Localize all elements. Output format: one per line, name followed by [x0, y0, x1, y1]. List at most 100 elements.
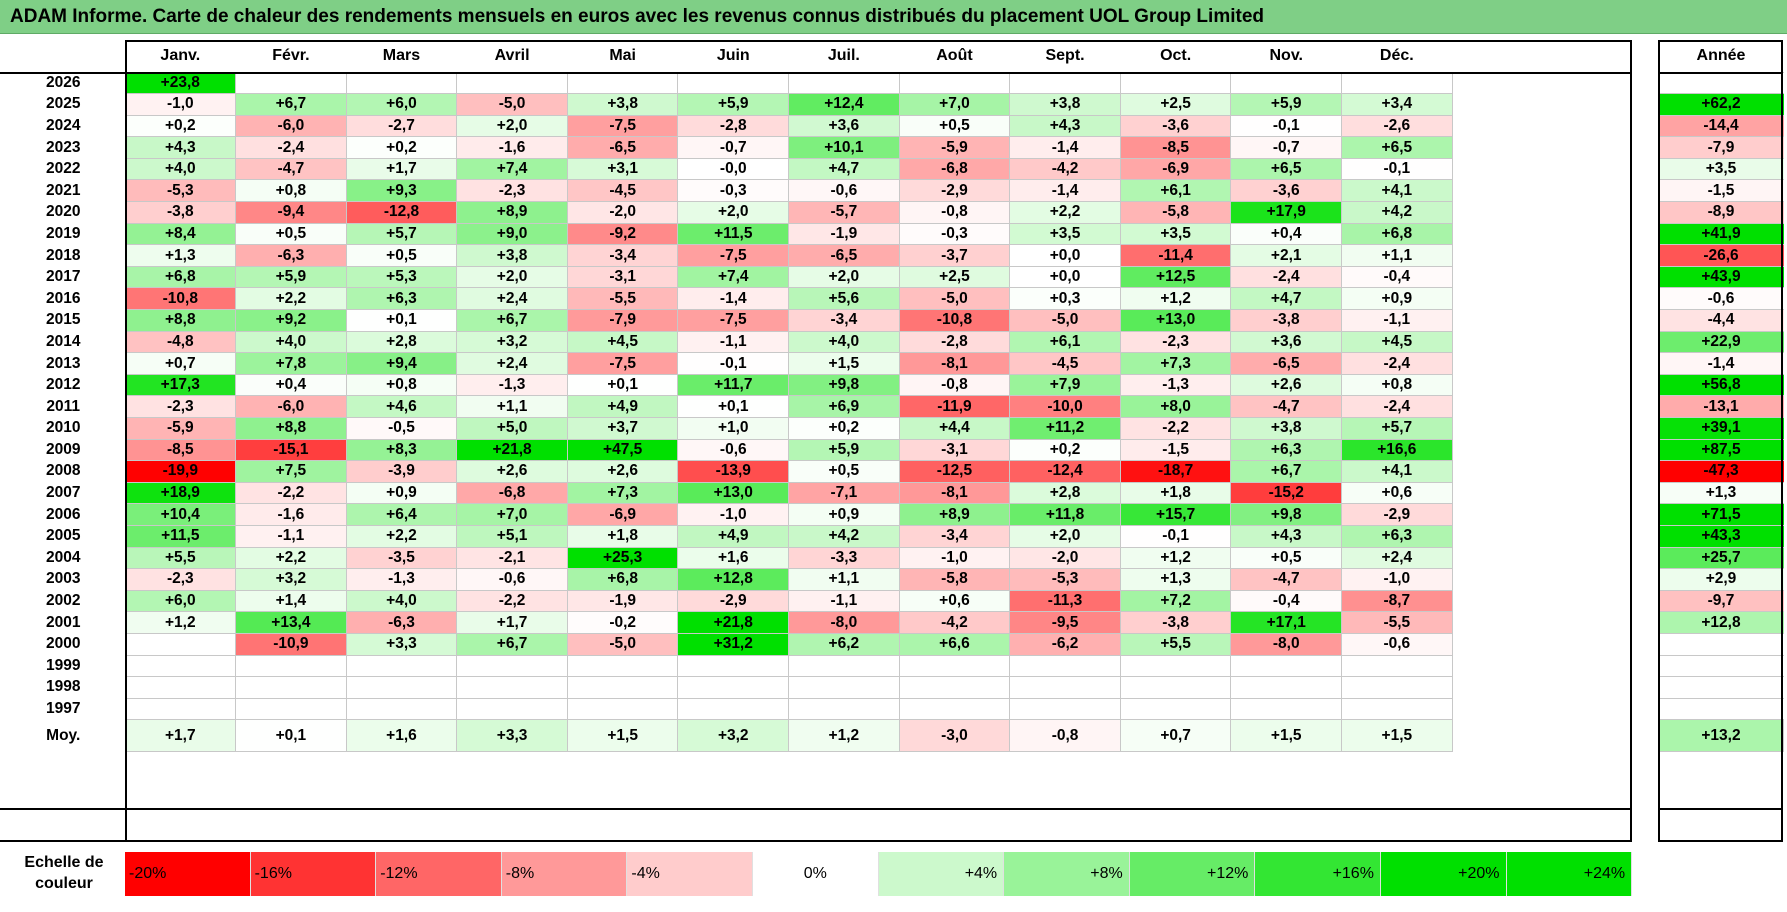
- heatmap-cell: [1341, 697, 1453, 721]
- heatmap-cell: +23,8: [124, 71, 237, 95]
- heatmap-cell: -9,2: [566, 222, 679, 246]
- heatmap-cell: +12,4: [788, 93, 900, 116]
- year-row: 2006 +10,4 -1,6 +6,4 +7,0 -6,9 -1,0 +0,9 +8,9 +11…: [2, 503, 1453, 526]
- year-label: 2000: [46, 635, 81, 653]
- annual-row: +22,9: [1658, 330, 1784, 354]
- scale-swatch: -8%: [501, 852, 628, 896]
- annual-row: +62,2: [1658, 93, 1784, 116]
- heatmap-cell: +6,8: [1341, 222, 1453, 246]
- heatmap-cell: -8,1: [898, 352, 1011, 375]
- heatmap-cell: -0,6: [456, 568, 568, 591]
- heatmap-cell: +11,7: [677, 373, 790, 397]
- heatmap-cell: -6,3: [345, 611, 458, 634]
- heatmap-cell: -2,1: [456, 546, 568, 570]
- heatmap-cell: +7,0: [898, 93, 1011, 116]
- heatmap-cell: -0,7: [677, 136, 790, 159]
- monthly-heatmap-table: Janv. Févr. Mars Avril Mai Juin Juil. Août Sept.…: [2, 40, 1453, 753]
- heatmap-cell: +0,9: [345, 481, 458, 505]
- heatmap-cell: -0,6: [1341, 632, 1453, 656]
- report-title: ADAM Informe. Carte de chaleur des rende…: [0, 0, 1787, 34]
- heatmap-cell: +7,5: [235, 460, 347, 483]
- heatmap-cell: +6,1: [1119, 179, 1232, 203]
- year-row: 1999: [2, 654, 1453, 678]
- heatmap-cell: -1,0: [677, 503, 790, 526]
- year-label: 2020: [46, 203, 81, 221]
- month-header: Sept.: [1045, 46, 1085, 64]
- heatmap-cell: +6,9: [788, 395, 900, 418]
- annual-cell: -14,4: [1658, 114, 1784, 138]
- average-cell: +3,2: [677, 719, 790, 753]
- heatmap-cell: [1009, 676, 1121, 699]
- heatmap-cell: -12,8: [345, 201, 458, 224]
- year-label: 2019: [46, 224, 81, 242]
- heatmap-cell: -8,0: [788, 611, 900, 634]
- heatmap-cell: -0,8: [898, 373, 1011, 397]
- heatmap-cell: -0,4: [1341, 265, 1453, 289]
- annual-cell: +87,5: [1658, 438, 1784, 462]
- heatmap-cell: +7,9: [1009, 373, 1121, 397]
- heatmap-cell: +6,0: [124, 589, 237, 613]
- heatmap-cell: -5,0: [456, 93, 568, 116]
- heatmap-cell: -1,3: [1119, 373, 1232, 397]
- heatmap-cell: -2,9: [677, 589, 790, 613]
- annual-cell: +39,1: [1658, 417, 1784, 440]
- heatmap-cell: +9,0: [456, 222, 568, 246]
- annual-cell: [1658, 654, 1784, 678]
- scale-swatch: +20%: [1380, 852, 1507, 896]
- heatmap-cell: -6,0: [235, 395, 347, 418]
- heatmap-cell: -3,4: [788, 309, 900, 332]
- month-header: Juil.: [827, 46, 860, 64]
- heatmap-cell: +0,5: [235, 222, 347, 246]
- scale-swatch: +8%: [1004, 852, 1130, 896]
- annual-row: [1658, 632, 1784, 656]
- heatmap-cell: +0,4: [1230, 222, 1343, 246]
- heatmap-cell: -3,1: [898, 438, 1011, 462]
- month-header: Nov.: [1269, 46, 1303, 64]
- average-cell: +0,7: [1119, 719, 1232, 753]
- annual-cell: [1658, 697, 1784, 721]
- heatmap-cell: +11,8: [1009, 503, 1121, 526]
- heatmap-cell: +3,3: [345, 632, 458, 656]
- heatmap-cell: -5,7: [788, 201, 900, 224]
- annual-cell: +43,9: [1658, 265, 1784, 289]
- heatmap-cell: -3,8: [1230, 309, 1343, 332]
- heatmap-cell: [235, 71, 347, 95]
- color-scale-label: Echelle de couleur: [24, 854, 104, 892]
- heatmap-cell: -3,8: [1119, 611, 1232, 634]
- heatmap-cell: -12,4: [1009, 460, 1121, 483]
- annual-cell: -7,9: [1658, 136, 1784, 159]
- heatmap-cell: +1,2: [1119, 546, 1232, 570]
- average-separator: [0, 808, 1632, 810]
- heatmap-cell: [566, 71, 679, 95]
- scale-swatch: -4%: [627, 852, 753, 896]
- heatmap-cell: -5,0: [566, 632, 679, 656]
- heatmap-cell: -10,8: [898, 309, 1011, 332]
- annual-average-separator: [1658, 808, 1783, 810]
- heatmap-cell: +4,0: [235, 330, 347, 354]
- average-cell: -3,0: [898, 719, 1011, 753]
- month-header: Juin: [716, 46, 750, 64]
- heatmap-cell: -4,5: [1009, 352, 1121, 375]
- heatmap-cell: +6,7: [456, 632, 568, 656]
- heatmap-cell: -3,3: [788, 546, 900, 570]
- annual-cell: -26,6: [1658, 244, 1784, 267]
- heatmap-cell: +17,9: [1230, 201, 1343, 224]
- heatmap-cell: +1,5: [788, 352, 900, 375]
- scale-swatch: +12%: [1129, 852, 1256, 896]
- heatmap-cell: -1,1: [677, 330, 790, 354]
- heatmap-cell: +1,0: [677, 417, 790, 440]
- heatmap-cell: +4,3: [1009, 114, 1121, 138]
- heatmap-cell: +6,2: [788, 632, 900, 656]
- annual-cell: +56,8: [1658, 373, 1784, 397]
- heatmap-cell: +6,8: [124, 265, 237, 289]
- heatmap-cell: +21,8: [677, 611, 790, 634]
- heatmap-cell: +4,0: [345, 589, 458, 613]
- heatmap-cell: +8,4: [124, 222, 237, 246]
- heatmap-cell: [124, 697, 237, 721]
- heatmap-cell: +9,4: [345, 352, 458, 375]
- heatmap-cell: -0,4: [1230, 589, 1343, 613]
- heatmap-cell: -5,0: [898, 287, 1011, 311]
- heatmap-cell: -4,2: [898, 611, 1011, 634]
- month-header: Févr.: [272, 46, 310, 64]
- heatmap-cell: +2,5: [1119, 93, 1232, 116]
